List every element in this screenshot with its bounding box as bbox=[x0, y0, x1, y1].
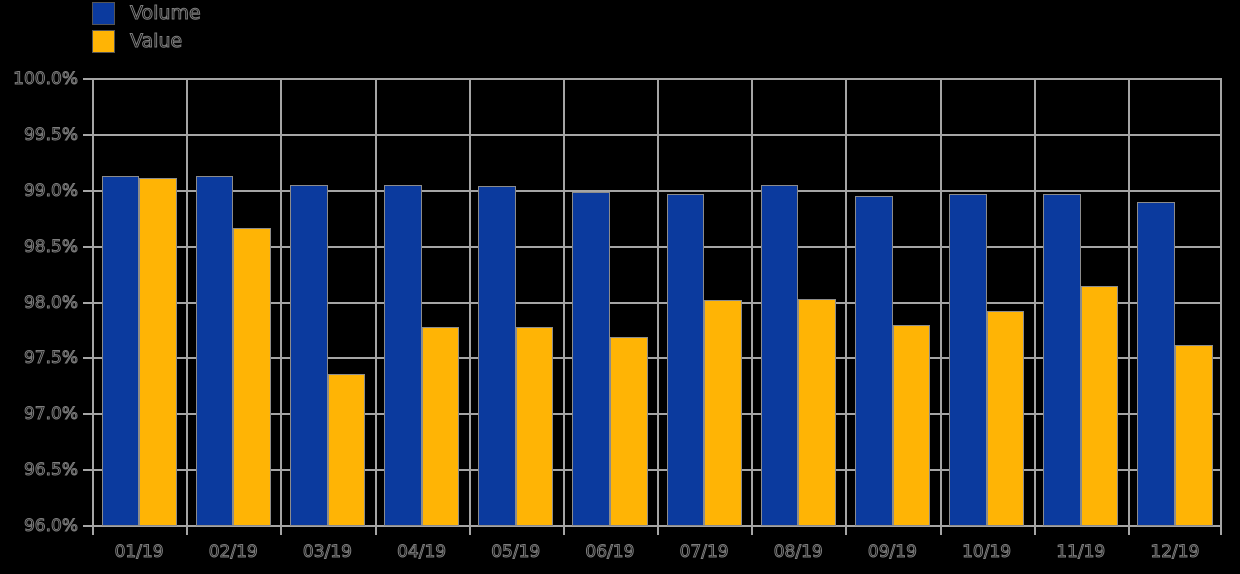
x-tick-label: 12/19 bbox=[1150, 542, 1200, 563]
bar-value-05-19 bbox=[515, 327, 554, 526]
bar-volume-05-19 bbox=[478, 186, 516, 526]
bar-volume-02-19 bbox=[195, 176, 234, 526]
y-tick-label: 97.5% bbox=[23, 348, 78, 369]
x-tick-mark bbox=[186, 526, 188, 535]
y-tick-mark bbox=[83, 302, 92, 304]
y-tick-mark bbox=[83, 78, 92, 80]
legend: Volume Value bbox=[92, 2, 202, 53]
bar-value-10-19 bbox=[986, 311, 1025, 526]
y-tick-label: 100.0% bbox=[13, 69, 79, 90]
bar-volume-01-19 bbox=[101, 176, 140, 526]
bar-volume-12-19 bbox=[1137, 201, 1176, 526]
y-tick-label: 97.0% bbox=[23, 404, 78, 425]
y-tick-mark bbox=[83, 525, 92, 527]
bar-value-02-19 bbox=[233, 227, 271, 526]
y-tick-mark bbox=[83, 246, 92, 248]
x-gridline bbox=[657, 79, 659, 526]
y-tick-label: 96.0% bbox=[23, 516, 78, 537]
x-tick-label: 01/19 bbox=[114, 542, 164, 563]
x-tick-mark bbox=[1128, 526, 1130, 535]
x-tick-label: 02/19 bbox=[208, 542, 258, 563]
x-tick-mark bbox=[469, 526, 471, 535]
legend-label-volume: Volume bbox=[130, 2, 202, 24]
x-gridline bbox=[563, 79, 565, 526]
x-tick-mark bbox=[1220, 526, 1222, 535]
y-tick-mark bbox=[83, 413, 92, 415]
x-tick-label: 08/19 bbox=[773, 542, 823, 563]
y-tick-label: 98.0% bbox=[23, 293, 78, 314]
bar-volume-03-19 bbox=[289, 185, 328, 526]
bar-value-01-19 bbox=[139, 178, 177, 526]
x-gridline bbox=[940, 79, 942, 526]
legend-label-value: Value bbox=[129, 30, 183, 52]
bar-value-04-19 bbox=[421, 327, 460, 526]
x-gridline bbox=[751, 79, 753, 526]
bar-volume-06-19 bbox=[572, 191, 611, 526]
x-tick-mark bbox=[92, 526, 94, 535]
x-gridline bbox=[1034, 79, 1036, 526]
x-tick-label: 03/19 bbox=[302, 542, 352, 563]
x-tick-label: 10/19 bbox=[962, 542, 1012, 563]
bar-value-03-19 bbox=[327, 374, 366, 526]
x-tick-label: 11/19 bbox=[1056, 542, 1106, 563]
x-gridline bbox=[1220, 79, 1222, 526]
bar-volume-07-19 bbox=[666, 194, 705, 526]
plot-area bbox=[92, 78, 1222, 527]
x-tick-mark bbox=[845, 526, 847, 535]
y-tick-mark bbox=[83, 190, 92, 192]
bar-volume-04-19 bbox=[384, 185, 422, 526]
legend-item-volume: Volume bbox=[92, 2, 202, 25]
bar-value-07-19 bbox=[704, 300, 742, 526]
x-tick-mark bbox=[375, 526, 377, 535]
y-tick-mark bbox=[83, 357, 92, 359]
bar-value-11-19 bbox=[1080, 285, 1119, 526]
x-tick-label: 06/19 bbox=[585, 542, 635, 563]
x-gridline bbox=[845, 79, 847, 526]
y-tick-mark bbox=[83, 134, 92, 136]
bar-volume-08-19 bbox=[760, 185, 799, 526]
bar-value-06-19 bbox=[610, 337, 648, 526]
y-tick-mark bbox=[83, 469, 92, 471]
y-tick-label: 99.0% bbox=[23, 181, 78, 202]
x-tick-mark bbox=[940, 526, 942, 535]
x-tick-mark bbox=[563, 526, 565, 535]
bar-volume-09-19 bbox=[854, 196, 893, 526]
x-tick-label: 09/19 bbox=[867, 542, 917, 563]
x-gridline bbox=[186, 79, 188, 526]
legend-swatch-volume bbox=[92, 2, 115, 25]
x-tick-mark bbox=[751, 526, 753, 535]
x-gridline bbox=[375, 79, 377, 526]
x-gridline bbox=[1128, 79, 1130, 526]
x-tick-label: 07/19 bbox=[679, 542, 729, 563]
x-tick-mark bbox=[657, 526, 659, 535]
bar-value-08-19 bbox=[798, 299, 836, 526]
x-tick-mark bbox=[280, 526, 282, 535]
x-gridline bbox=[280, 79, 282, 526]
x-gridline bbox=[469, 79, 471, 526]
bar-volume-10-19 bbox=[949, 194, 987, 526]
x-tick-mark bbox=[1034, 526, 1036, 535]
y-tick-label: 99.5% bbox=[23, 125, 78, 146]
y-tick-label: 96.5% bbox=[23, 460, 78, 481]
y-tick-label: 98.5% bbox=[23, 237, 78, 258]
bar-volume-11-19 bbox=[1043, 194, 1081, 526]
legend-swatch-value bbox=[92, 30, 115, 53]
x-tick-label: 05/19 bbox=[491, 542, 541, 563]
x-tick-label: 04/19 bbox=[397, 542, 447, 563]
x-gridline bbox=[92, 79, 94, 526]
bar-value-12-19 bbox=[1175, 344, 1213, 526]
legend-item-value: Value bbox=[92, 30, 201, 53]
bar-value-09-19 bbox=[892, 324, 931, 526]
